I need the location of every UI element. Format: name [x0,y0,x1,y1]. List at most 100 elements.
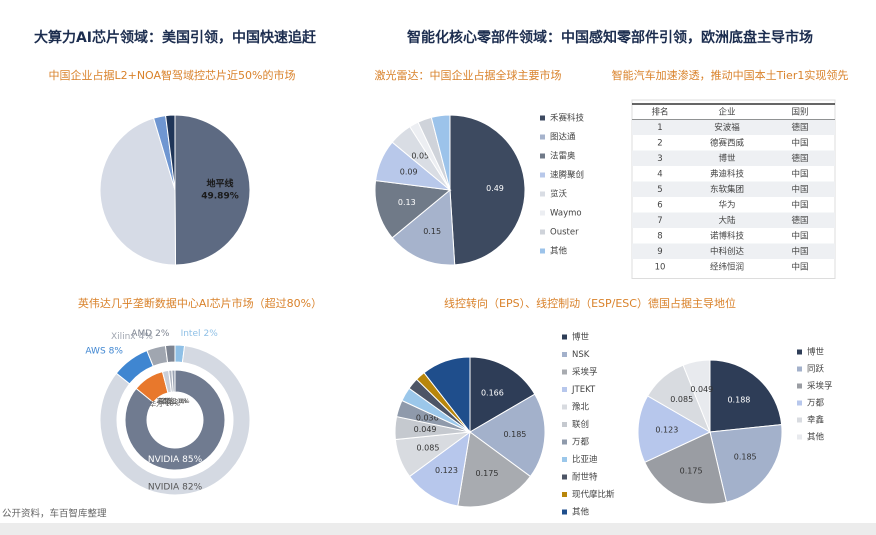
slice-label: 0.123 [435,466,458,475]
chart-title: 中国企业占据L2+NOA智驾域控芯片近50%的市场 [48,68,295,82]
slice-label: 0.09 [400,168,418,177]
legend-swatch [540,153,545,159]
ring-category: 其他 [161,396,175,405]
table-row-bg [632,181,835,197]
slice [408,430,471,507]
ring-value: 8% [109,346,124,356]
ring-category: NVIDIA [148,455,180,465]
legend-label: 其他 [807,432,825,443]
legend-swatch [797,349,802,355]
ring-category: 百度 [158,396,172,405]
slice-label: 0.123 [655,426,678,435]
slice [165,114,176,191]
legend-label: 现代摩比斯 [572,489,615,500]
ring-value: 1% [177,397,187,405]
table-cell: 中国 [791,230,808,241]
ring-label: 寒武纪 1% [157,396,190,405]
bottom-bar [0,523,876,535]
ring-value: 1% [179,397,189,405]
chart-title: 线控转向（EPS）、线控制动（ESP/ESC）德国占据主导地位 [444,296,736,310]
legend-swatch [562,474,567,480]
slice [709,359,783,433]
table-cell: 德国 [791,153,808,164]
slice-label: 0.185 [503,430,526,439]
legend-label: 比亚迪 [572,454,598,465]
slice [124,369,226,471]
legend-swatch [540,210,545,216]
slice [469,356,536,433]
ring-value: 2% [155,329,170,339]
table-cell: 5 [657,185,662,195]
table-cell: 中科创达 [710,246,745,257]
table-cell: 10 [655,262,666,272]
table-cell: 经纬恒润 [710,261,744,272]
legend-swatch [540,115,545,121]
legend-label: 耐世特 [572,472,598,483]
source-note: 公开资料，车百智库整理 [2,508,107,520]
legend-label: 法雷奥 [550,151,576,162]
right-header: 智能化核心零部件领域：中国感知零部件引领，欧洲底盘主导市场 [406,29,813,46]
table-cell: 东软集团 [710,184,744,195]
ring-category: Xilinx [111,331,136,341]
slice [644,431,728,505]
slice-category: 地平线 [206,177,233,189]
legend-swatch [562,457,567,462]
ring-category: Intel [181,329,201,339]
table-cell: 中国 [791,184,808,195]
slice [171,369,176,393]
ring-label: 其他 1% [161,396,187,405]
table-cell: 4 [657,169,662,179]
table-title: 智能汽车加速渗透，推动中国本土Tier1实现领先 [612,68,849,82]
slice-label: 0.13 [398,198,416,207]
ring-category: 华为 [150,399,163,408]
slice [99,345,251,496]
slice-label: 0.085 [670,395,693,404]
legend-label: 万都 [572,438,590,448]
ring-value: 2% [174,397,184,405]
table-row-bg [632,119,835,135]
legend-swatch [540,172,545,178]
slice [469,393,546,478]
legend-swatch [540,191,545,197]
legend-swatch [540,248,545,254]
slice-label: 0.49 [486,184,504,193]
legend-label: 幸鑫 [807,415,825,426]
legend-swatch [540,229,545,235]
slice-label: 0.049 [414,425,437,434]
table-cell: 中国 [791,137,808,148]
legend-swatch [797,383,802,389]
legend-label: Waymo [550,209,582,219]
slice-label: 0.188 [727,395,750,404]
table-cell: 中国 [791,261,808,272]
ring-label: 华为 10% [150,399,180,408]
slice-label: 0.085 [417,444,440,453]
table-cell: 大陆 [718,215,736,226]
chart-title: 激光雷达：中国企业占据全球主要市场 [375,68,562,82]
ring-label: Intel 2% [181,329,219,339]
table-header: 排名 [651,106,668,117]
table-cell: 博世 [718,153,736,164]
ring-value: 4% [139,331,154,341]
table-cell: 7 [657,216,662,226]
legend-label: JTEKT [571,385,596,395]
legend-label: 其他 [550,246,568,257]
table-cell: 1 [657,123,662,133]
table-cell: 德国 [791,215,808,226]
legend-label: 博世 [572,332,590,343]
slice [164,344,176,364]
table-cell: 中国 [791,168,808,179]
slice [99,117,176,266]
legend-swatch [562,387,567,392]
ring-value: 10% [166,400,180,408]
ring-category: AWS [85,346,106,356]
slice [391,188,456,266]
table-cell: 德赛西威 [710,137,745,148]
slice-label: 0.049 [690,385,713,394]
slice-label: 49.89% [201,191,239,201]
legend-label: 采埃孚 [807,381,833,392]
table-cell: 8 [657,231,662,241]
chart-title: 英伟达几乎垄断数据中心AI芯片市场（超过80%） [78,296,322,310]
table-cell: 诺博科技 [710,230,745,241]
legend-swatch [540,134,545,140]
